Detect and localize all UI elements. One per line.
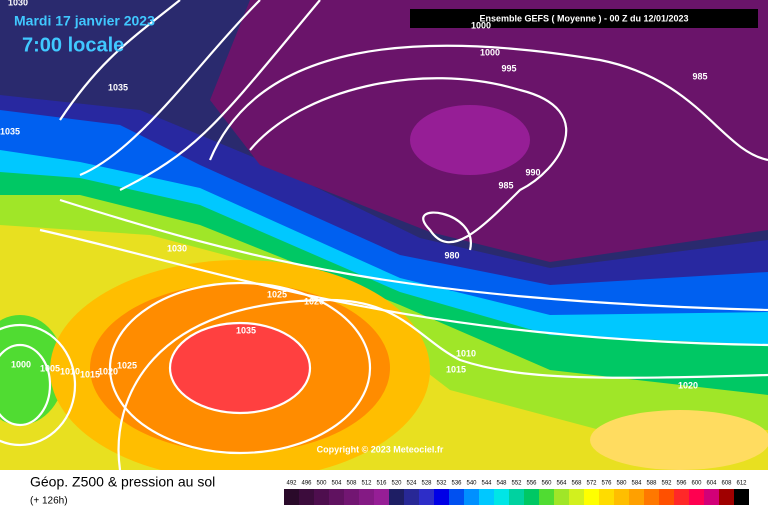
colorbar-swatch	[449, 489, 464, 505]
isobar-label: 1000	[471, 20, 491, 30]
isobar-label: 1030	[8, 0, 28, 7]
colorbar-swatch	[719, 489, 734, 505]
isobar-label: 1035	[0, 126, 20, 136]
colorbar-label: 504	[331, 481, 342, 487]
colorbar-label: 572	[586, 481, 597, 487]
colorbar-label: 556	[526, 481, 537, 487]
colorbar-swatch	[479, 489, 494, 505]
colorbar-label: 520	[391, 481, 402, 487]
isobar-label: 1015	[80, 369, 100, 379]
isobar-label: 1000	[480, 47, 500, 57]
colorbar-swatch	[734, 489, 749, 505]
valid-date: Mardi 17 janvier 2023	[14, 13, 155, 29]
colorbar-swatch	[494, 489, 509, 505]
isobar-label: 995	[501, 63, 516, 73]
colorbar-label: 584	[631, 481, 642, 487]
colorbar-swatch	[584, 489, 599, 505]
header-box	[410, 9, 758, 28]
isobar-label: 1010	[60, 366, 80, 376]
colorbar-swatch	[524, 489, 539, 505]
colorbar-label: 500	[316, 481, 327, 487]
colorbar-label: 516	[376, 481, 387, 487]
colorbar-label: 580	[616, 481, 627, 487]
colorbar-label: 496	[301, 481, 312, 487]
colorbar-label: 536	[451, 481, 462, 487]
valid-time: 7:00 locale	[22, 34, 124, 56]
colorbar-swatch	[614, 489, 629, 505]
colorbar-swatch	[704, 489, 719, 505]
colorbar-swatch	[464, 489, 479, 505]
colorbar-swatch	[644, 489, 659, 505]
colorbar-swatch	[539, 489, 554, 505]
isobar-label: 1035	[108, 82, 128, 92]
colorbar-swatch	[389, 489, 404, 505]
colorbar-label: 524	[406, 481, 417, 487]
isobar-label: 1015	[446, 364, 466, 374]
footer-lead: (+ 126h)	[30, 496, 68, 507]
colorbar-label: 540	[466, 481, 477, 487]
isobar-label: 985	[498, 180, 513, 190]
colorbar-label: 544	[481, 481, 492, 487]
colorbar-label: 512	[361, 481, 372, 487]
colorbar-label: 560	[541, 481, 552, 487]
colorbar-label: 532	[436, 481, 447, 487]
isobar-label: 1020	[98, 366, 118, 376]
colorbar-swatch	[554, 489, 569, 505]
colorbar-swatch	[344, 489, 359, 505]
colorbar-label: 548	[496, 481, 507, 487]
colorbar-label: 552	[511, 481, 522, 487]
isobar-label: 1020	[678, 380, 698, 390]
isobar-label: 1025	[267, 289, 287, 299]
isobar-label: 1005	[40, 363, 60, 373]
colorbar-swatch	[509, 489, 524, 505]
isobar-label: 1030	[167, 243, 187, 253]
colorbar-label: 604	[706, 481, 717, 487]
colorbar-swatch	[689, 489, 704, 505]
colorbar-label: 492	[286, 481, 297, 487]
copyright: Copyright © 2023 Meteociel.fr	[317, 444, 444, 454]
isobar-label: 980	[444, 250, 459, 260]
colorbar-swatch	[569, 489, 584, 505]
colorbar-label: 568	[571, 481, 582, 487]
colorbar-swatch	[314, 489, 329, 505]
colorbar-label: 612	[736, 481, 747, 487]
isobar-label: 1000	[11, 359, 31, 369]
colorbar-label: 592	[661, 481, 672, 487]
colorbar-label: 528	[421, 481, 432, 487]
isobars	[0, 0, 768, 471]
colorbar-label: 508	[346, 481, 357, 487]
isobar-label: 1010	[456, 348, 476, 358]
colorbar: 492 496 500 504 508 512 516 520 524 528 532 536 540 5…	[284, 481, 749, 505]
colorbar-swatch	[419, 489, 434, 505]
isobar-label: 1020	[304, 296, 324, 306]
colorbar-swatch	[599, 489, 614, 505]
footer-title: Géop. Z500 & pression au sol	[30, 474, 215, 490]
colorbar-swatch	[404, 489, 419, 505]
colorbar-swatch	[359, 489, 374, 505]
isobar-label: 1035	[236, 325, 256, 335]
colorbar-swatch	[299, 489, 314, 505]
colorbar-swatch	[374, 489, 389, 505]
isobar-labels: 1030103510351000100099598599098598010301…	[0, 0, 708, 390]
colorbar-swatch	[629, 489, 644, 505]
colorbar-label: 608	[721, 481, 732, 487]
colorbar-swatch	[284, 489, 299, 505]
colorbar-swatch	[434, 489, 449, 505]
colorbar-label: 576	[601, 481, 612, 487]
isobar-label: 1025	[117, 360, 137, 370]
colorbar-label: 588	[646, 481, 657, 487]
colorbar-label: 596	[676, 481, 687, 487]
isobar-label: 985	[692, 71, 707, 81]
colorbar-label: 564	[556, 481, 567, 487]
isobar-label: 990	[525, 167, 540, 177]
colorbar-label: 600	[691, 481, 702, 487]
model-run: Ensemble GEFS ( Moyenne ) - 00 Z du 12/0…	[479, 13, 688, 23]
colorbar-swatch	[674, 489, 689, 505]
colorbar-swatch	[659, 489, 674, 505]
map-background	[0, 0, 768, 480]
colorbar-swatch	[329, 489, 344, 505]
